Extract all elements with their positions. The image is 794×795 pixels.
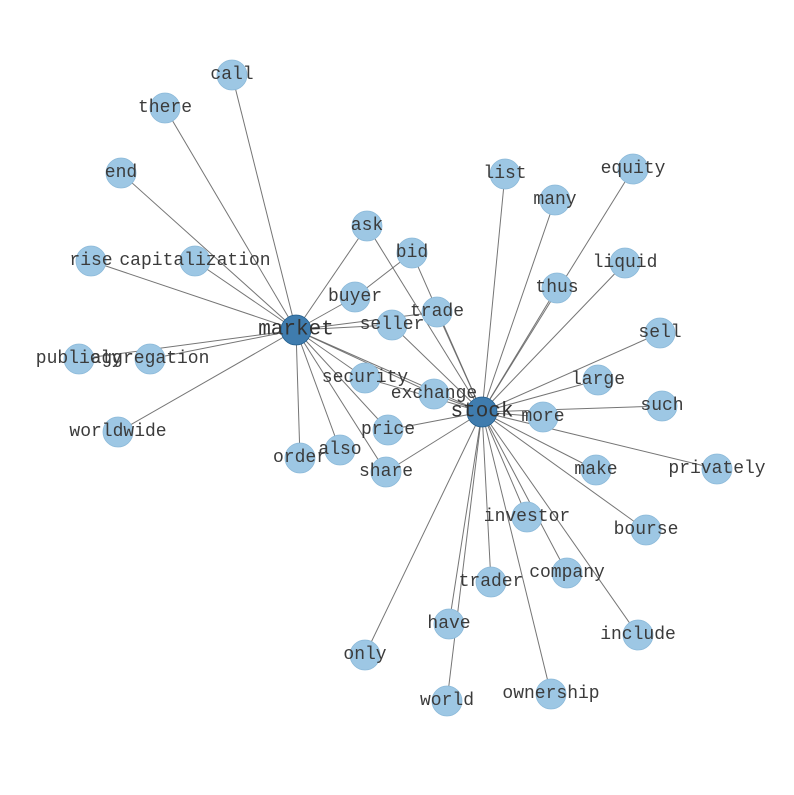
svg-text:more: more bbox=[521, 407, 564, 427]
svg-text:such: such bbox=[640, 396, 683, 416]
svg-text:there: there bbox=[138, 98, 192, 118]
svg-text:share: share bbox=[359, 462, 413, 482]
svg-text:large: large bbox=[571, 370, 625, 390]
svg-text:rise: rise bbox=[69, 251, 112, 271]
svg-text:have: have bbox=[427, 614, 470, 634]
svg-text:buyer: buyer bbox=[328, 287, 382, 307]
svg-text:sell: sell bbox=[638, 323, 681, 343]
svg-text:trade: trade bbox=[410, 302, 464, 322]
svg-text:many: many bbox=[533, 190, 576, 210]
svg-text:liquid: liquid bbox=[593, 253, 658, 273]
svg-text:list: list bbox=[483, 164, 526, 184]
svg-text:stock: stock bbox=[450, 401, 513, 424]
svg-text:price: price bbox=[361, 420, 415, 440]
svg-text:ownership: ownership bbox=[502, 684, 599, 704]
svg-text:include: include bbox=[600, 625, 676, 645]
svg-text:make: make bbox=[574, 460, 617, 480]
svg-text:trader: trader bbox=[459, 572, 524, 592]
svg-text:bid: bid bbox=[396, 243, 428, 263]
svg-text:privately: privately bbox=[668, 459, 765, 479]
svg-text:investor: investor bbox=[484, 507, 570, 527]
svg-text:world: world bbox=[420, 691, 474, 711]
svg-text:equity: equity bbox=[601, 159, 666, 179]
svg-text:ask: ask bbox=[351, 216, 383, 236]
svg-text:market: market bbox=[258, 319, 334, 342]
svg-text:capitalization: capitalization bbox=[119, 251, 270, 271]
svg-text:company: company bbox=[529, 563, 605, 583]
svg-text:aggregation: aggregation bbox=[91, 349, 210, 369]
svg-text:worldwide: worldwide bbox=[69, 422, 166, 442]
svg-text:bourse: bourse bbox=[614, 520, 679, 540]
svg-text:call: call bbox=[210, 65, 253, 85]
svg-text:only: only bbox=[343, 645, 386, 665]
svg-text:end: end bbox=[105, 163, 137, 183]
svg-text:order: order bbox=[273, 448, 327, 468]
svg-text:thus: thus bbox=[535, 278, 578, 298]
